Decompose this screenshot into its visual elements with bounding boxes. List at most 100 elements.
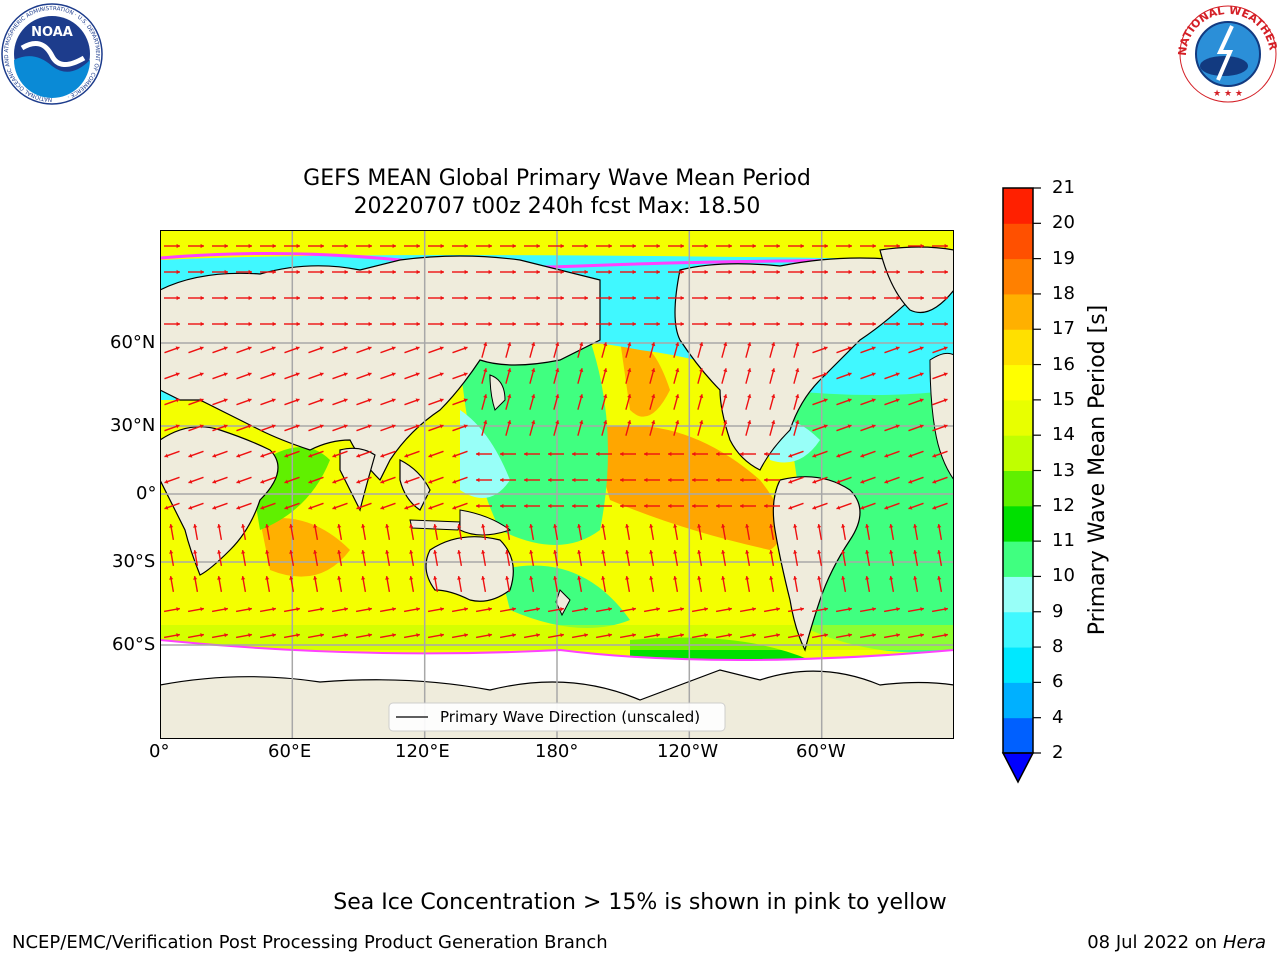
direction-arrow-head — [428, 505, 433, 510]
direction-arrow-head — [169, 576, 174, 580]
direction-arrow-head — [488, 321, 492, 327]
direction-arrow-head — [896, 633, 900, 638]
direction-arrow-head — [320, 321, 324, 327]
direction-arrow-head — [176, 295, 180, 301]
field-orange-pacific — [590, 425, 783, 550]
direction-arrow-head — [675, 342, 680, 347]
direction-arrow-head — [452, 479, 457, 484]
land-greenland — [879, 246, 954, 314]
direction-arrow-head — [440, 321, 444, 327]
direction-arrow-head — [531, 342, 536, 347]
direction-arrow-head — [224, 243, 228, 249]
direction-arrow-head — [439, 398, 444, 403]
direction-arrow-head — [673, 576, 678, 580]
direction-arrow-head — [217, 524, 222, 528]
direction-arrow-head — [601, 576, 606, 580]
direction-arrow-head — [212, 479, 217, 484]
direction-arrow-head — [512, 607, 516, 612]
direction-arrow-head — [692, 503, 696, 509]
direction-arrow-head — [872, 269, 876, 275]
direction-arrow-head — [409, 576, 414, 580]
colorbar-tick-label: 15 — [1052, 388, 1075, 410]
direction-arrow-head — [409, 550, 414, 554]
direction-arrow-head — [368, 243, 372, 249]
direction-arrow-head — [728, 295, 732, 301]
direction-arrow-head — [596, 477, 600, 483]
direction-arrow-head — [343, 398, 348, 403]
direction-arrow-head — [932, 453, 937, 458]
direction-arrow-head — [248, 607, 252, 612]
direction-arrow-head — [747, 342, 752, 347]
direction-arrow-head — [632, 243, 636, 249]
direction-arrow-head — [224, 295, 228, 301]
direction-arrow-head — [836, 505, 841, 510]
direction-arrow-head — [488, 607, 492, 612]
direction-arrow-head — [603, 368, 608, 373]
direction-arrow-head — [248, 243, 252, 249]
direction-arrow-head — [416, 269, 420, 275]
colorbar-swatches — [1003, 188, 1033, 754]
direction-arrow-head — [656, 633, 660, 638]
direction-arrow-head — [529, 550, 534, 554]
direction-arrow-head — [673, 524, 678, 528]
direction-arrow-head — [512, 269, 516, 275]
direction-arrow-head — [795, 342, 800, 347]
direction-arrow-head — [392, 633, 396, 638]
direction-arrow-head — [188, 505, 193, 510]
direction-arrow-head — [457, 524, 462, 528]
direction-arrow-head — [507, 420, 512, 425]
direction-arrow-head — [337, 576, 342, 580]
direction-arrow-head — [680, 269, 684, 275]
colorbar-tick-label: 2 — [1052, 742, 1064, 763]
colorbar-tick-label: 16 — [1052, 353, 1075, 375]
direction-arrow-head — [367, 424, 372, 429]
direction-arrow-head — [603, 394, 608, 399]
direction-arrow-head — [889, 550, 894, 554]
direction-arrow-head — [752, 633, 756, 638]
direction-arrow-head — [860, 505, 865, 510]
direction-arrow-head — [601, 524, 606, 528]
direction-arrow-head — [649, 524, 654, 528]
direction-arrow-head — [164, 479, 169, 484]
direction-arrow-head — [627, 342, 632, 347]
direction-arrow-head — [320, 269, 324, 275]
direction-arrow-head — [896, 269, 900, 275]
direction-arrow-head — [260, 453, 265, 458]
direction-arrow-head — [704, 633, 708, 638]
direction-arrow-head — [913, 550, 918, 554]
direction-arrow-head — [579, 394, 584, 399]
direction-arrow-head — [847, 372, 852, 377]
direction-arrow-head — [265, 524, 270, 528]
direction-arrow-head — [392, 607, 396, 612]
direction-arrow-head — [313, 576, 318, 580]
direction-arrow-head — [579, 420, 584, 425]
direction-arrow-head — [656, 269, 660, 275]
direction-arrow-head — [361, 550, 366, 554]
direction-arrow-head — [452, 453, 457, 458]
direction-arrow-head — [560, 295, 564, 301]
direction-arrow-head — [368, 295, 372, 301]
direction-arrow-head — [675, 420, 680, 425]
direction-arrow-head — [723, 368, 728, 373]
direction-arrow-head — [416, 243, 420, 249]
direction-arrow-head — [199, 346, 204, 351]
land-indochina — [399, 459, 431, 511]
direction-arrow-head — [320, 633, 324, 638]
direction-arrow-head — [847, 346, 852, 351]
direction-arrow-head — [577, 550, 582, 554]
direction-arrow-head — [697, 550, 702, 554]
direction-arrow-head — [908, 505, 913, 510]
direction-arrow-head — [560, 321, 564, 327]
direction-arrow-head — [224, 607, 228, 612]
direction-arrow-head — [788, 479, 793, 484]
direction-arrow-head — [920, 269, 924, 275]
direction-arrow-head — [800, 295, 804, 301]
direction-arrow-head — [728, 269, 732, 275]
direction-arrow-head — [680, 243, 684, 249]
direction-arrow-head — [529, 524, 534, 528]
direction-arrow-head — [560, 243, 564, 249]
direction-arrow-head — [320, 607, 324, 612]
colorbar-swatch — [1003, 682, 1033, 719]
direction-arrow-head — [236, 479, 241, 484]
land-australia — [425, 536, 514, 602]
